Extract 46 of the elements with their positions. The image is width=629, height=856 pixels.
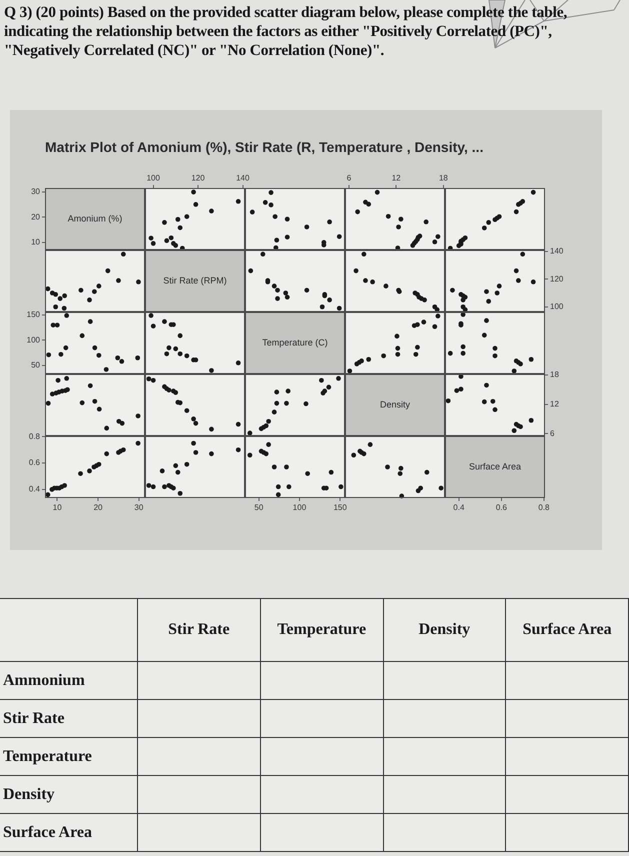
y-tick-label: 30 [31, 187, 41, 196]
x-tick-label: 18 [438, 173, 448, 182]
x-tick-label: 50 [254, 503, 264, 512]
x-tick-label: 0.6 [496, 503, 508, 512]
x-tick-label: 150 [333, 503, 348, 512]
category-label: Density [384, 599, 506, 662]
x-tick-label: 20 [94, 503, 104, 512]
text: Surface Area [468, 461, 522, 472]
x-tick-label: 120 [191, 173, 206, 182]
category-label: Temperature [260, 599, 384, 662]
category-label: Stir Rate [3, 710, 64, 726]
y-tick-label: 18 [550, 370, 560, 380]
category-label: Surface Area [3, 824, 92, 840]
x-tick-label: 0.8 [538, 503, 550, 512]
text: Amonium (%) [68, 213, 122, 224]
x-tick-label: 30 [134, 503, 144, 512]
category-label: Stir Rate [138, 599, 261, 662]
y-tick-label: 150 [26, 310, 41, 320]
x-tick-label: 6 [346, 173, 352, 182]
category-label: Ammonium [3, 672, 85, 688]
text: Stir Rate (RPM) [163, 275, 227, 286]
y-tick-label: 50 [31, 360, 41, 370]
y-tick-label: 140 [550, 246, 564, 256]
y-tick-label: 12 [550, 399, 560, 408]
y-tick-label: 0.8 [28, 432, 41, 441]
category-label: Density [3, 786, 55, 802]
y-tick-label: 0.4 [28, 484, 41, 494]
text: Temperature (C) [262, 337, 328, 348]
x-tick-label: 100 [146, 173, 160, 182]
y-tick-label: 10 [31, 238, 41, 247]
y-tick-label: 120 [550, 274, 564, 284]
category-label: Temperature [3, 748, 92, 764]
y-tick-label: 20 [31, 212, 41, 222]
text: Q 3) (20 points) Based on the provided scatter diagram below, please complete the table, indicating the relationship between the factors as either "Positively Correlated (PC)", "Negatively Correlated (NC)" or "No Correlation (None)". [4, 3, 568, 60]
text: Density [380, 399, 410, 410]
x-tick-label: 100 [292, 503, 307, 512]
y-tick-label: 100 [26, 335, 41, 344]
category-label: Surface Area [506, 599, 629, 662]
y-tick-label: 100 [550, 302, 564, 312]
x-tick-label: 12 [392, 173, 402, 182]
x-tick-label: 0.4 [453, 503, 465, 512]
x-tick-label: 10 [52, 503, 62, 512]
text: Matrix Plot of Amonium (%), Stir Rate (R, Temperature , Density, ... [45, 139, 484, 155]
y-tick-label: 0.6 [28, 458, 41, 468]
x-tick-label: 140 [236, 173, 250, 182]
y-tick-label: 6 [550, 428, 555, 438]
